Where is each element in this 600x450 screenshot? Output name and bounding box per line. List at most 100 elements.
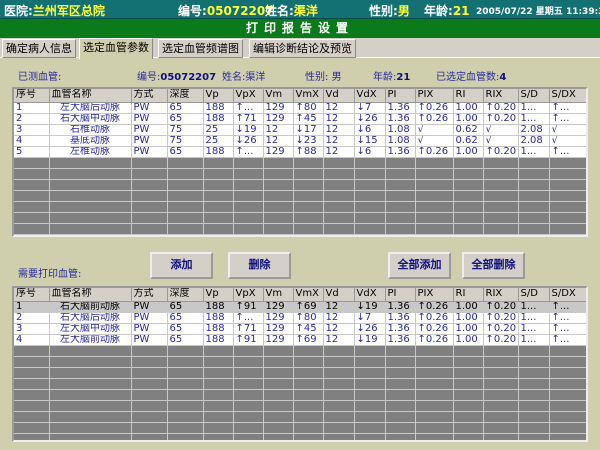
column-header[interactable]: Vp bbox=[203, 89, 234, 103]
empty-cell bbox=[293, 345, 324, 357]
empty-cell bbox=[453, 212, 484, 224]
empty-cell bbox=[233, 157, 264, 169]
empty-cell bbox=[385, 367, 416, 379]
column-header[interactable]: VpX bbox=[233, 89, 264, 103]
empty-cell bbox=[131, 157, 168, 169]
print-vessels-table[interactable]: 序号 血管名称 方式 深度 Vp VpX Vm VmX Vd VdX PI PIX RI RIX S/D S/… bbox=[12, 286, 588, 442]
column-header[interactable]: VdX bbox=[354, 89, 386, 103]
delete-button[interactable]: 删除 bbox=[228, 252, 291, 279]
column-header[interactable]: VmX bbox=[293, 89, 324, 103]
table-row[interactable]: 4 左大脑前动脉 PW 65 188 ↑91 129 ↑69 12 ↓19 1.36 ↑0.26 1.0… bbox=[14, 334, 586, 346]
empty-cell bbox=[549, 378, 586, 390]
table-row[interactable]: 4 基底动脉 PW 75 25 ↓26 12 ↓23 12 ↓15 1.08 √ 0.62 √ 2.08 √ bbox=[14, 135, 586, 147]
column-header[interactable]: VdX bbox=[354, 288, 386, 302]
column-header[interactable]: 方式 bbox=[131, 89, 168, 103]
table-cell: 3 bbox=[14, 323, 50, 335]
tab-vessel-params[interactable]: 选定血管参数 bbox=[79, 38, 153, 59]
table-cell: ↓6 bbox=[354, 124, 386, 136]
table-row[interactable]: 1 右大脑前动脉 PW 65 188 ↑91 129 ↑69 12 ↓19 1.36 ↑0.26 1.0… bbox=[14, 301, 586, 313]
hospital-label: 医院: bbox=[4, 4, 33, 18]
empty-cell bbox=[385, 411, 416, 423]
empty-cell bbox=[167, 190, 204, 202]
empty-cell bbox=[549, 400, 586, 412]
empty-cell bbox=[49, 411, 132, 423]
column-header[interactable]: S/DX bbox=[549, 89, 586, 103]
table-cell: 12 bbox=[323, 301, 355, 313]
empty-cell bbox=[354, 179, 386, 191]
table-cell: ↑... bbox=[549, 312, 586, 324]
column-header[interactable]: 序号 bbox=[14, 288, 50, 302]
sex-label: 性别: bbox=[369, 4, 398, 18]
column-header[interactable]: 方式 bbox=[131, 288, 168, 302]
table-cell: ↑91 bbox=[233, 301, 264, 313]
table-cell: √ bbox=[483, 135, 519, 147]
empty-cell bbox=[483, 367, 519, 379]
column-header[interactable]: RIX bbox=[483, 89, 519, 103]
empty-row bbox=[14, 345, 586, 357]
column-header[interactable]: Vm bbox=[263, 89, 294, 103]
column-header[interactable]: 血管名称 bbox=[49, 89, 132, 103]
empty-row bbox=[14, 201, 586, 213]
column-header[interactable]: Vd bbox=[323, 89, 355, 103]
table-row[interactable]: 3 左大脑中动脉 PW 65 188 ↑71 129 ↑45 12 ↓26 1.36 ↑0.26 1.0… bbox=[14, 323, 586, 335]
column-header[interactable]: VpX bbox=[233, 288, 264, 302]
table-cell: 12 bbox=[323, 323, 355, 335]
column-header[interactable]: S/DX bbox=[549, 288, 586, 302]
table-row[interactable]: 5 左椎动脉 PW 65 188 ↑... 129 ↑88 12 ↓6 1.36 ↑0.26 1.00 ↑… bbox=[14, 146, 586, 158]
table-cell: ↑69 bbox=[293, 334, 324, 346]
table-cell: ↑0.20 bbox=[483, 323, 519, 335]
column-header[interactable]: Vd bbox=[323, 288, 355, 302]
empty-cell bbox=[518, 411, 550, 423]
empty-cell bbox=[167, 179, 204, 191]
column-header[interactable]: 深度 bbox=[167, 89, 204, 103]
table-row[interactable]: 1 左大脑后动脉 PW 65 188 ↑... 129 ↑80 12 ↓7 1.36 ↑0.26 1.0… bbox=[14, 102, 586, 114]
tab-diagnosis-preview[interactable]: 编辑诊断结论及预览 bbox=[249, 39, 356, 58]
column-header[interactable]: PI bbox=[385, 288, 416, 302]
add-button[interactable]: 添加 bbox=[150, 252, 213, 279]
empty-cell bbox=[203, 157, 234, 169]
empty-cell bbox=[167, 389, 204, 401]
empty-cell bbox=[323, 168, 355, 180]
empty-cell bbox=[518, 433, 550, 440]
tab-patient-info[interactable]: 确定病人信息 bbox=[2, 39, 76, 58]
table-row[interactable]: 2 右大脑中动脉 PW 65 188 ↑71 129 ↑45 12 ↓26 1.36 ↑0.26 1.0… bbox=[14, 113, 586, 125]
table-cell: 3 bbox=[14, 124, 50, 136]
tab-vessel-spectrum[interactable]: 选定血管频谱图 bbox=[158, 39, 243, 58]
delete-all-button[interactable]: 全部删除 bbox=[462, 252, 525, 279]
column-header[interactable]: PIX bbox=[415, 89, 454, 103]
column-header[interactable]: S/D bbox=[518, 89, 550, 103]
empty-cell bbox=[233, 422, 264, 434]
measured-vessels-table[interactable]: 序号 血管名称 方式 深度 Vp VpX Vm VmX Vd VdX PI PIX RI RIX S/D S/… bbox=[12, 87, 588, 237]
column-header[interactable]: S/D bbox=[518, 288, 550, 302]
column-header[interactable]: RIX bbox=[483, 288, 519, 302]
empty-cell bbox=[415, 212, 454, 224]
column-header[interactable]: 深度 bbox=[167, 288, 204, 302]
column-header[interactable]: VmX bbox=[293, 288, 324, 302]
column-header[interactable]: RI bbox=[453, 288, 484, 302]
empty-cell bbox=[167, 168, 204, 180]
empty-cell bbox=[483, 179, 519, 191]
column-header[interactable]: RI bbox=[453, 89, 484, 103]
empty-cell bbox=[293, 157, 324, 169]
column-header[interactable]: PIX bbox=[415, 288, 454, 302]
age-label: 年龄: bbox=[424, 4, 453, 18]
empty-cell bbox=[131, 168, 168, 180]
add-all-button[interactable]: 全部添加 bbox=[388, 252, 451, 279]
table-cell: 左椎动脉 bbox=[49, 146, 132, 158]
table-cell: 左大脑后动脉 bbox=[49, 102, 132, 114]
table-cell: 188 bbox=[203, 323, 234, 335]
table-cell: ↑0.26 bbox=[415, 334, 454, 346]
table-cell: 1.36 bbox=[385, 323, 416, 335]
table-cell: ↑0.26 bbox=[415, 113, 454, 125]
empty-row bbox=[14, 179, 586, 191]
column-header[interactable]: Vp bbox=[203, 288, 234, 302]
table-row[interactable]: 3 右椎动脉 PW 75 25 ↓19 12 ↓17 12 ↓6 1.08 √ 0.62 √ 2.08 √ bbox=[14, 124, 586, 136]
table-cell: PW bbox=[131, 113, 168, 125]
table-row[interactable]: 2 右大脑后动脉 PW 65 188 ↑... 129 ↑80 12 ↓7 1.36 ↑0.26 1.0… bbox=[14, 312, 586, 324]
empty-cell bbox=[14, 212, 50, 224]
column-header[interactable]: PI bbox=[385, 89, 416, 103]
table-cell: 12 bbox=[323, 312, 355, 324]
column-header[interactable]: 血管名称 bbox=[49, 288, 132, 302]
column-header[interactable]: Vm bbox=[263, 288, 294, 302]
column-header[interactable]: 序号 bbox=[14, 89, 50, 103]
